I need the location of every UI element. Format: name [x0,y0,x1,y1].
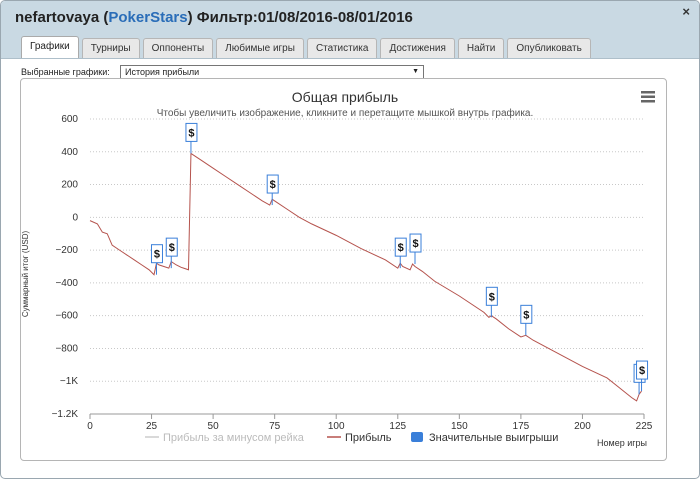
series-line-1 [89,152,642,402]
x-tick-label: 25 [146,421,158,432]
chart-selector-dropdown[interactable]: История прибыли ▼ [120,65,424,79]
flag-label: $ [188,127,194,139]
y-tick-label: 600 [61,114,78,125]
x-tick-label: 125 [389,421,406,432]
tab-0[interactable]: Графики [21,36,79,58]
x-axis-label: Номер игры [597,438,647,448]
flag-label: $ [270,179,276,191]
x-tick-label: 100 [328,421,345,432]
legend-label: Значительные выигрыши [429,432,558,444]
chart-selector-label: Выбранные графики: [21,67,110,77]
legend-item-1[interactable]: Прибыль [327,432,392,444]
flag-label: $ [169,242,175,254]
filter-range: 01/08/2016-08/01/2016 [257,9,413,26]
player-name: nefartovaya [15,9,100,26]
chart-selector-value: История прибыли [125,67,200,77]
series-layer [89,152,642,402]
y-axis-label: Суммарный итог (USD) [21,231,30,318]
x-tick-label: 225 [636,421,653,432]
flag-label: $ [639,365,645,377]
x-tick-label: 75 [269,421,281,432]
x-tick-label: 0 [87,421,93,432]
flags-layer: $$$$$$$$$$ [150,122,649,395]
flag-marker[interactable]: $ [636,360,649,392]
flag-marker[interactable]: $ [394,237,407,269]
axes: 600 400 200 0 −200 −400 −600 −800 −1K −1.2K 0 25 50 7… [52,114,653,432]
flag-label: $ [154,249,160,261]
grid-lines [90,118,644,415]
tab-bar: Графики Турниры Оппоненты Любимые игры Стати… [21,36,594,58]
tab-7[interactable]: Опубликовать [507,38,591,58]
flag-marker[interactable]: $ [409,233,422,265]
dialog-title: nefartovaya (PokerStars) Фильтр:01/08/20… [15,9,413,26]
hamburger-menu-icon[interactable] [641,91,655,103]
y-tick-label: −800 [55,343,78,354]
y-tick-label: −600 [55,311,78,322]
flag-label: $ [412,238,418,250]
chart-legend: Прибыль за минусом рейка Прибыль Значитель… [145,432,558,444]
site-link[interactable]: PokerStars [108,9,188,26]
tab-6[interactable]: Найти [457,38,505,58]
close-icon[interactable]: × [682,4,690,19]
chart-title: Общая прибыль [292,89,398,105]
flag-marker[interactable]: $ [185,122,198,154]
flag-label: $ [523,309,529,321]
tab-5[interactable]: Достижения [380,38,455,58]
x-tick-label: 50 [208,421,220,432]
x-tick-label: 175 [513,421,530,432]
y-tick-label: −1.2K [52,409,79,420]
filter-label: Фильтр: [196,9,258,26]
legend-label: Прибыль за минусом рейка [163,432,305,444]
legend-item-0[interactable]: Прибыль за минусом рейка [145,432,305,444]
flag-marker[interactable]: $ [266,174,279,206]
chart-container[interactable]: 600 400 200 0 −200 −400 −600 −800 −1K −1.2K 0 25 50 7… [20,78,667,461]
tab-1[interactable]: Турниры [81,38,140,58]
y-tick-label: 400 [61,147,78,158]
flag-marker[interactable]: $ [150,244,163,275]
x-tick-label: 150 [451,421,468,432]
tab-4[interactable]: Статистика [306,38,378,58]
y-tick-label: 200 [61,180,78,191]
y-tick-label: −400 [55,278,78,289]
title-bar: nefartovaya (PokerStars) Фильтр:01/08/20… [1,1,699,59]
flag-marker[interactable]: $ [520,304,533,336]
legend-label: Прибыль [345,432,392,444]
x-tick-label: 200 [574,421,591,432]
flag-label: $ [398,242,404,254]
chevron-down-icon: ▼ [412,68,419,75]
tab-2[interactable]: Оппоненты [142,38,214,58]
y-tick-label: −200 [55,245,78,256]
tab-3[interactable]: Любимые игры [216,38,304,58]
flag-marker[interactable]: $ [165,237,178,269]
profit-chart[interactable]: 600 400 200 0 −200 −400 −600 −800 −1K −1.2K 0 25 50 7… [21,79,666,460]
flag-label: $ [489,291,495,303]
flag-marker[interactable]: $ [485,286,498,318]
chart-subtitle: Чтобы увеличить изображение, кликните и … [157,107,534,119]
y-tick-label: 0 [72,212,78,223]
y-tick-label: −1K [60,376,78,387]
legend-item-2[interactable]: Значительные выигрыши [411,432,558,444]
